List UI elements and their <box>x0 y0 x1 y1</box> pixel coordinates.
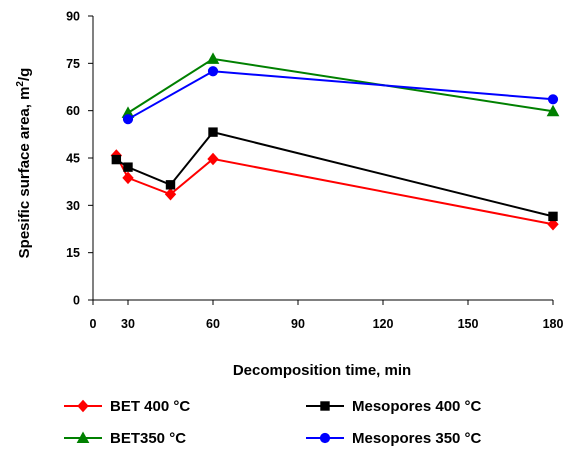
series-1-point <box>111 154 122 165</box>
y-axis-title-suffix: /g <box>16 68 33 81</box>
legend-marker-1 <box>320 401 330 411</box>
legend-label-2: BET350 °C <box>110 430 186 446</box>
series-0-point <box>547 218 559 231</box>
y-tick-label: 75 <box>66 57 80 71</box>
series-1-point <box>165 180 176 190</box>
series-line-1 <box>115 131 554 218</box>
series-1-point <box>208 127 218 137</box>
legend-marker-0 <box>77 399 89 413</box>
x-tick-label: 90 <box>291 317 305 331</box>
series-3-point <box>207 66 219 77</box>
series-3-point <box>122 114 134 125</box>
y-tick-label: 30 <box>66 199 80 213</box>
x-tick-label: 150 <box>458 317 479 331</box>
series-line-0 <box>115 155 554 226</box>
legend: BET 400 °C Mesopores 400 °C BET350 °C Mesop… <box>64 398 482 447</box>
x-tick-label: 30 <box>121 317 135 331</box>
x-tick-label: 180 <box>543 317 564 331</box>
series-1-point <box>548 211 558 222</box>
legend-label-0: BET 400 °C <box>110 398 190 415</box>
legend-label-3: Mesopores 350 °C <box>352 430 482 446</box>
legend-marker-3 <box>319 432 331 444</box>
series-3-point <box>547 94 559 105</box>
y-tick-label: 0 <box>73 294 80 308</box>
y-tick-label: 60 <box>66 104 80 118</box>
y-tick-label: 45 <box>66 152 80 166</box>
series-0-point <box>164 188 177 201</box>
x-axis-title: Decomposition time, min <box>233 362 411 379</box>
axes: 0 15 30 45 60 75 90 0 30 60 90 120 150 180 <box>66 10 563 332</box>
x-tick-label: 60 <box>206 317 220 331</box>
series-2-point <box>206 52 220 64</box>
x-tick-label: 0 <box>90 317 97 331</box>
y-tick-label: 90 <box>66 10 80 24</box>
series-1-point <box>123 162 133 172</box>
y-axis-title: Spesific surface area, m2/g <box>15 68 33 259</box>
series-0-point <box>122 171 134 185</box>
y-tick-label: 15 <box>66 246 80 260</box>
legend-marker-2 <box>76 431 90 443</box>
series-0-point <box>207 152 219 166</box>
series-line-2 <box>127 57 554 114</box>
legend-label-1: Mesopores 400 °C <box>352 398 482 415</box>
y-axis-title-superscript: 2 <box>15 81 26 87</box>
y-axis-title-main: Spesific surface area, m <box>16 87 33 259</box>
series-layer <box>110 52 560 231</box>
x-tick-label: 120 <box>373 317 394 331</box>
series-2-point <box>546 104 560 117</box>
